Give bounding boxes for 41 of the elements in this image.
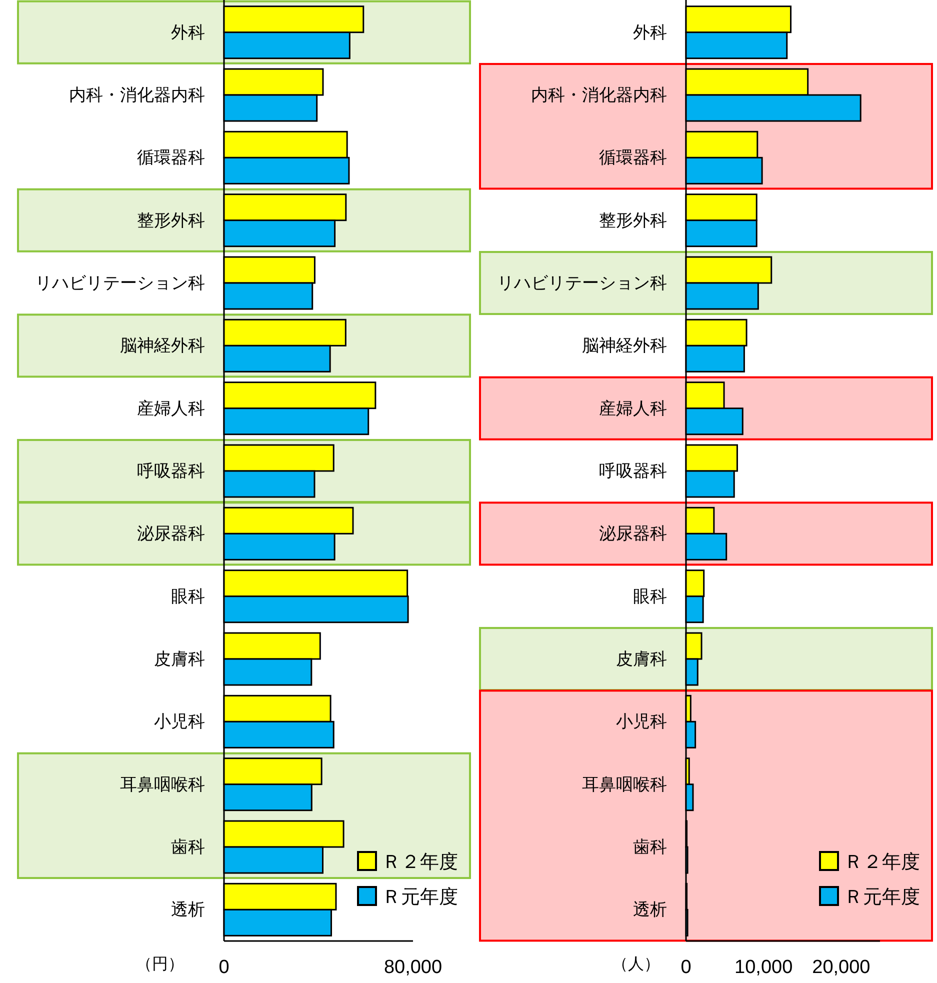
y-tick-label: 歯科 — [633, 838, 667, 856]
y-tick-label: 眼科 — [633, 586, 667, 606]
y-tick-label: 泌尿器科 — [137, 524, 205, 544]
y-tick-label: 皮膚科 — [154, 650, 205, 668]
y-tick-label: 内科・消化器内科 — [69, 86, 205, 104]
y-tick-label: 脳神経外科 — [582, 336, 667, 356]
legend-label: Ｒ元年度 — [382, 886, 458, 908]
x-tick-label: 0 — [680, 957, 692, 978]
y-tick-label: 小児科 — [616, 712, 667, 732]
legend-label: Ｒ元年度 — [844, 886, 920, 908]
y-tick-label: 循環器科 — [599, 148, 667, 168]
x-tick-label: 0 — [218, 957, 230, 978]
y-tick-label: 皮膚科 — [616, 650, 667, 668]
y-tick-label: 歯科 — [171, 838, 205, 856]
y-tick-label: 循環器科 — [137, 148, 205, 168]
y-tick-label: 整形外科 — [137, 210, 205, 230]
legend-label: Ｒ２年度 — [844, 851, 920, 873]
x-tick-label: 20,000 — [812, 957, 870, 978]
y-tick-label: 産婦人科 — [137, 398, 205, 418]
y-tick-label: 産婦人科 — [599, 398, 667, 418]
x-tick-label: 80,000 — [384, 957, 442, 978]
y-tick-label: 外科 — [633, 22, 667, 42]
x-tick-label: 10,000 — [734, 957, 793, 978]
y-tick-label: リハビリテーション科 — [497, 274, 667, 292]
y-tick-label: 眼科 — [171, 586, 205, 606]
y-tick-label: 整形外科 — [599, 210, 667, 230]
y-tick-label: 耳鼻咽喉科 — [582, 774, 667, 794]
y-tick-label: 脳神経外科 — [120, 336, 205, 356]
y-tick-label: 透析 — [171, 900, 205, 920]
y-tick-label: 内科・消化器内科 — [531, 86, 667, 104]
y-tick-label: 呼吸器科 — [599, 462, 667, 480]
y-tick-label: リハビリテーション科 — [35, 274, 205, 292]
y-tick-label: 透析 — [633, 900, 667, 920]
y-tick-label: 泌尿器科 — [599, 524, 667, 544]
y-tick-label: 外科 — [171, 22, 205, 42]
y-tick-label: 小児科 — [154, 712, 205, 732]
legend-label: Ｒ２年度 — [382, 851, 458, 873]
x-axis-title: （円） — [136, 956, 184, 973]
y-tick-label: 呼吸器科 — [137, 462, 205, 480]
x-axis-title: （人） — [612, 956, 660, 973]
y-tick-label: 耳鼻咽喉科 — [120, 774, 205, 794]
